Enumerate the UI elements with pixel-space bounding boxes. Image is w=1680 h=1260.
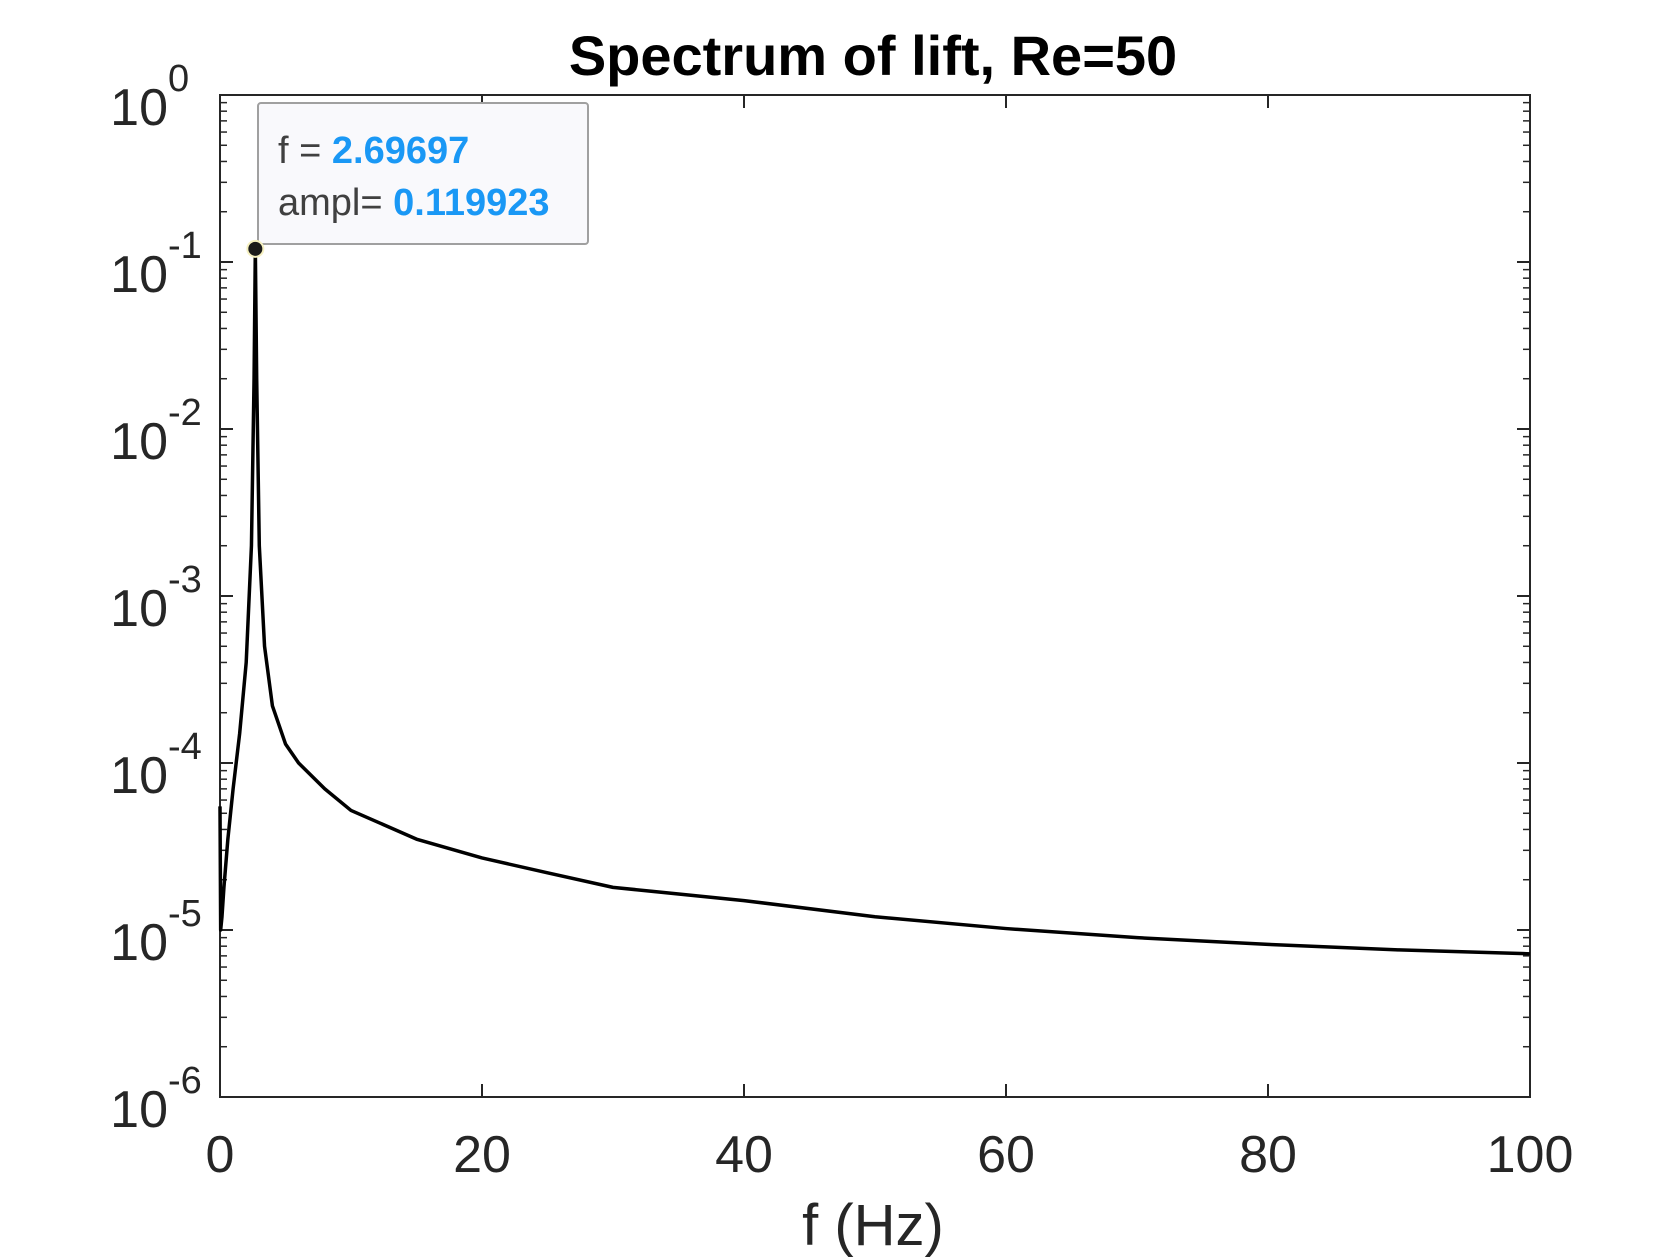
y-tick-label: 10 -1 xyxy=(110,225,202,304)
y-tick-exponent: -5 xyxy=(168,893,202,935)
data-tip-y-value: 0.119923 xyxy=(393,182,549,224)
x-tick-label: 80 xyxy=(1239,1126,1297,1184)
y-tick-base: 10 xyxy=(110,914,168,972)
x-tick-label: 0 xyxy=(206,1126,235,1184)
x-axis-label: f (Hz) xyxy=(802,1193,944,1258)
y-tick-label: 10 -6 xyxy=(110,1060,202,1139)
data-tip-box xyxy=(257,102,589,245)
data-tip-x-label: f = xyxy=(278,130,332,172)
data-tip-y-line: ampl= 0.119923 xyxy=(278,182,550,224)
y-tick-base: 10 xyxy=(110,580,168,638)
y-tick-base: 10 xyxy=(110,246,168,304)
y-tick-exponent: -1 xyxy=(168,225,202,267)
y-tick-exponent: 0 xyxy=(168,58,189,100)
y-tick-base: 10 xyxy=(110,79,168,137)
y-tick-label: 10 -2 xyxy=(110,392,202,471)
x-tick-label: 60 xyxy=(977,1126,1035,1184)
series-line xyxy=(218,247,1531,956)
data-tip[interactable]: f = 2.69697 ampl= 0.119923 xyxy=(246,102,589,258)
data-tip-y-label: ampl= xyxy=(278,182,393,224)
y-tick-label: 10 -5 xyxy=(110,893,202,972)
y-tick-exponent: -3 xyxy=(168,559,202,601)
data-tip-x-value: 2.69697 xyxy=(332,130,469,172)
data-tip-marker[interactable] xyxy=(246,239,265,258)
data-tip-x-line: f = 2.69697 xyxy=(278,130,469,172)
chart-title: Spectrum of lift, Re=50 xyxy=(569,24,1177,87)
y-tick-exponent: -6 xyxy=(168,1060,202,1102)
y-tick-label: 10 -3 xyxy=(110,559,202,638)
x-tick-label: 100 xyxy=(1487,1126,1574,1184)
x-tick-label: 40 xyxy=(715,1126,773,1184)
x-tick-label: 20 xyxy=(453,1126,511,1184)
y-tick-exponent: -4 xyxy=(168,726,202,768)
y-tick-base: 10 xyxy=(110,413,168,471)
y-tick-label: 10 -4 xyxy=(110,726,202,805)
y-tick-base: 10 xyxy=(110,747,168,805)
y-tick-exponent: -2 xyxy=(168,392,202,434)
y-tick-base: 10 xyxy=(110,1081,168,1139)
y-tick-label: 10 0 xyxy=(110,58,189,137)
x-tick-labels: 0 20 40 60 80 100 xyxy=(206,1126,1574,1184)
